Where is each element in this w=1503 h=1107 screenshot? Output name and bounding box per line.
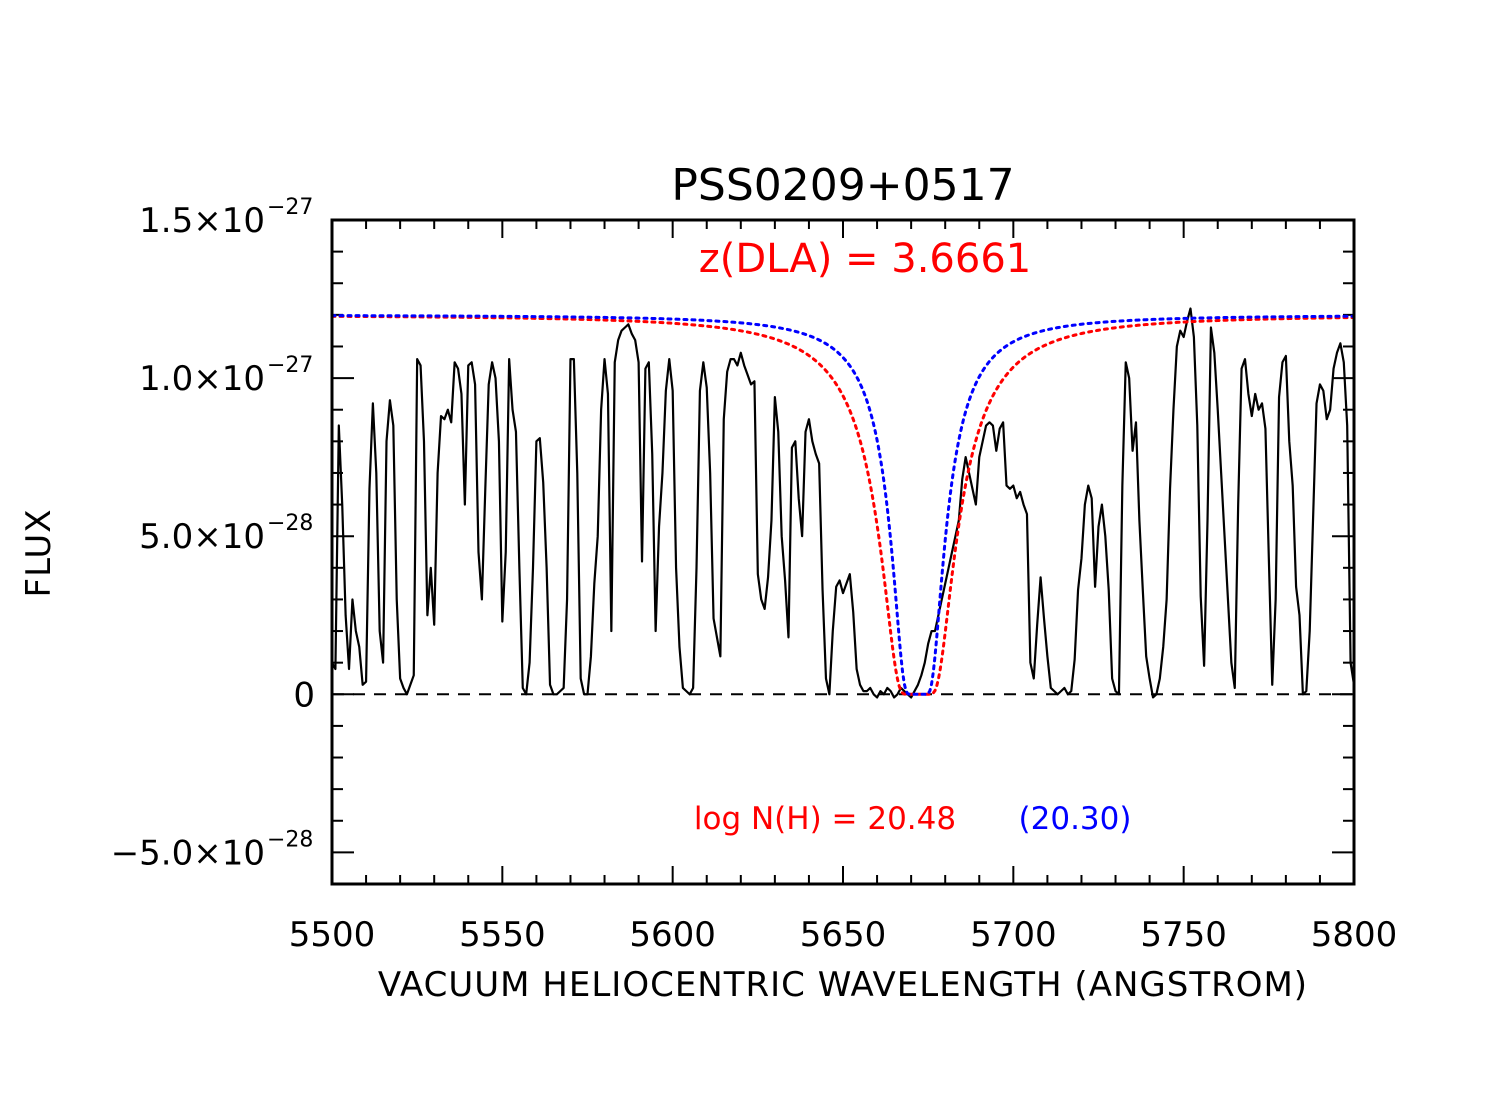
y-tick-label: 1.0×10 bbox=[139, 359, 265, 399]
y-tick-label: −5.0×10 bbox=[111, 833, 265, 873]
x-tick-label: 5700 bbox=[970, 915, 1057, 955]
y-tick-exponent: −27 bbox=[267, 353, 313, 378]
y-tick-label: 1.5×10 bbox=[139, 201, 265, 241]
flux-spectrum-line bbox=[332, 307, 1354, 699]
x-tick-label: 5650 bbox=[800, 915, 887, 955]
dla-fit-curve-2030 bbox=[332, 314, 1354, 696]
x-tick-label: 5500 bbox=[289, 915, 376, 955]
alt-column-density-annotation: (20.30) bbox=[1019, 801, 1132, 837]
y-tick-exponent: −28 bbox=[267, 827, 313, 852]
x-axis-ticks: 5500 5550 5600 5650 5700 5750 5800 bbox=[289, 220, 1398, 955]
y-tick-exponent: −28 bbox=[267, 511, 313, 536]
x-axis-label: VACUUM HELIOCENTRIC WAVELENGTH (ANGSTROM… bbox=[378, 965, 1308, 1005]
redshift-annotation: z(DLA) = 3.6661 bbox=[699, 236, 1031, 282]
x-tick-label: 5600 bbox=[629, 915, 716, 955]
chart-title: PSS0209+0517 bbox=[671, 160, 1014, 211]
y-tick-label: 5.0×10 bbox=[139, 517, 265, 557]
x-tick-label: 5750 bbox=[1140, 915, 1227, 955]
column-density-annotation: log N(H) = 20.48 bbox=[694, 801, 956, 837]
y-tick-exponent: −27 bbox=[267, 195, 313, 220]
plot-frame bbox=[330, 218, 1356, 886]
y-axis-label: FLUX bbox=[19, 509, 59, 598]
x-tick-label: 5800 bbox=[1311, 915, 1398, 955]
y-tick-label: 0 bbox=[293, 675, 315, 715]
x-tick-label: 5550 bbox=[459, 915, 546, 955]
